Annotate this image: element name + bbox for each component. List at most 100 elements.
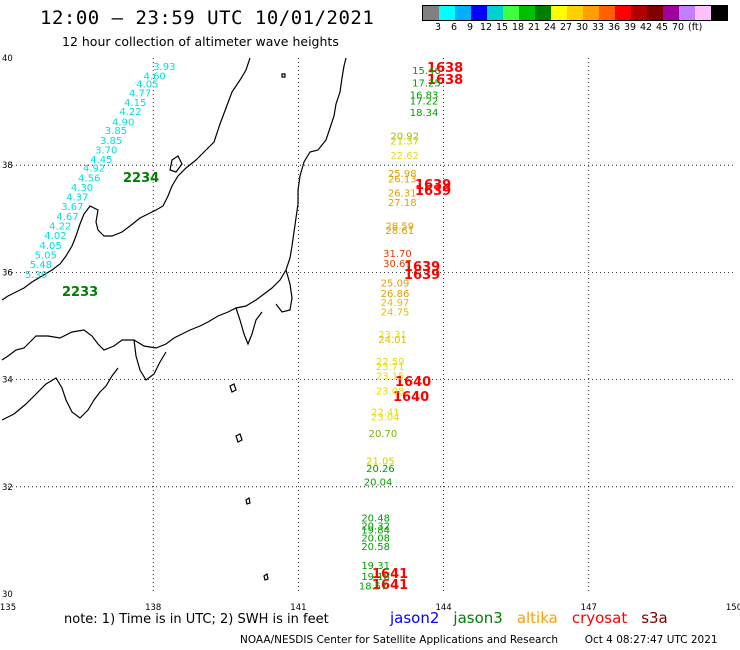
swh-label: 27.18: [388, 198, 417, 209]
color-scale-label: 15: [495, 22, 509, 33]
color-scale-label: 42: [639, 22, 653, 33]
x-tick-label: 150: [726, 603, 740, 613]
izu-island-4: [263, 573, 269, 581]
sado-island: [169, 155, 183, 173]
x-tick-label: 135: [0, 603, 16, 613]
pass-label: 1641: [372, 567, 408, 582]
small-islet-1: [281, 73, 286, 78]
color-scale: 3 6 9 12 15 18 21 24 27 30 33 36 39 42 45 70 (ft): [422, 5, 728, 39]
pass-label: 1641: [372, 578, 408, 593]
swh-label: 21.05: [366, 456, 395, 467]
swh-label: 21.37: [390, 136, 419, 147]
credit-text: NOAA/NESDIS Center for Satellite Applica…: [240, 634, 558, 646]
swh-label: 3.67: [61, 202, 83, 213]
satellite-legend-s3a: s3a: [641, 609, 668, 627]
swh-label: 20.04: [364, 478, 393, 489]
color-scale-swatch: [599, 6, 615, 20]
y-tick-label: 30: [2, 590, 13, 600]
swh-label: 18.57: [359, 582, 388, 593]
swh-label: 30.67: [383, 259, 412, 270]
swh-label: 4.56: [78, 173, 100, 184]
swh-label: 20.70: [369, 429, 398, 440]
swh-label: 3.85: [100, 136, 122, 147]
swh-label: 23.15: [376, 372, 405, 383]
swh-label: 25.09: [381, 278, 410, 289]
footer-credit: NOAA/NESDIS Center for Satellite Applica…: [240, 634, 718, 646]
swh-label: 20.58: [361, 542, 390, 553]
swh-label: 19.18: [361, 572, 390, 583]
color-scale-swatch: [567, 6, 583, 20]
swh-label: 16.83: [410, 91, 439, 102]
satellite-legend-jason3: jason3: [453, 609, 503, 627]
color-scale-swatch: [631, 6, 647, 20]
swh-label: 23.04: [371, 412, 400, 423]
pass-label: 1639: [404, 268, 440, 283]
color-scale-label: 12: [479, 22, 493, 33]
swh-label: 3.70: [95, 145, 117, 156]
swh-label: 4.22: [119, 107, 141, 118]
color-scale-unit: (ft): [688, 22, 703, 33]
pass-label: 1638: [427, 61, 463, 76]
color-scale-label: 3: [434, 22, 442, 33]
swh-label: 5.48: [30, 260, 52, 271]
color-scale-swatch: [503, 6, 519, 20]
color-scale-swatch: [647, 6, 663, 20]
swh-label: 4.90: [112, 118, 134, 129]
swh-label: 4.45: [90, 155, 112, 166]
x-tick-label: 141: [290, 603, 306, 613]
honshu-coastline: [1, 57, 347, 361]
y-tick-label: 32: [2, 483, 13, 493]
swh-label: 4.30: [71, 183, 93, 194]
color-scale-label: 45: [655, 22, 669, 33]
swh-label: 20.26: [366, 464, 395, 475]
pass-label: 1638: [427, 73, 463, 88]
boso-peninsula: [275, 269, 293, 313]
coastlines: [1, 57, 347, 581]
swh-label: 3.85: [105, 126, 127, 137]
color-scale-swatch: [679, 6, 695, 20]
color-scale-swatch: [455, 6, 471, 20]
satellite-legend-altika: altika: [516, 609, 558, 627]
pass-label: 2234: [123, 171, 159, 186]
swh-label: 4.60: [144, 71, 166, 82]
color-scale-label: 30: [575, 22, 589, 33]
color-scale-labels: 3 6 9 12 15 18 21 24 27 30 33 36 39 42 45 70 (ft): [422, 22, 728, 36]
swh-label: 20.48: [361, 514, 390, 525]
swh-label: 22.41: [371, 408, 400, 419]
swh-label: 28.59: [386, 222, 415, 233]
y-tick-label: 40: [2, 54, 13, 64]
swh-label: 4.77: [129, 89, 151, 100]
y-tick-label: 38: [2, 161, 13, 171]
swh-label: 4.67: [56, 212, 78, 223]
shikoku-coastline: [1, 367, 119, 421]
swh-label: 19.31: [361, 561, 390, 572]
swh-label: 26.86: [381, 289, 410, 300]
color-scale-label: 70: [671, 22, 685, 33]
swh-label: 5.30: [25, 270, 47, 281]
satellite-legend-jason2: jason2: [390, 609, 440, 627]
swh-label: 5.05: [35, 250, 57, 261]
pass-labels: 2234223316381638163916391639163916401640…: [62, 61, 463, 593]
color-scale-swatch: [423, 6, 439, 20]
swh-label: 20.08: [361, 533, 390, 544]
swh-label: 15.46: [412, 66, 441, 77]
header-subtitle: 12 hour collection of altimeter wave hei…: [62, 34, 339, 49]
color-scale-swatch: [519, 6, 535, 20]
swh-label: 4.05: [39, 241, 61, 252]
swh-label: 26.13: [388, 174, 417, 185]
timestamp: Oct 4 08:27:47 UTC 2021: [584, 634, 718, 646]
x-tick-label: 144: [435, 603, 451, 613]
axis-ticks: 135 138 141 144 147 150 40 38 36 34 32 30: [0, 54, 740, 613]
color-scale-label: 27: [559, 22, 573, 33]
swh-label: 20.92: [390, 131, 419, 142]
pass-label: 1639: [415, 184, 451, 199]
color-scale-swatch: [471, 6, 487, 20]
swh-label: 23.71: [376, 362, 405, 373]
color-scale-swatch: [487, 6, 503, 20]
x-tick-label: 147: [581, 603, 597, 613]
color-scale-swatch: [583, 6, 599, 20]
x-tick-label: 138: [145, 603, 161, 613]
swh-label: 4.05: [136, 79, 158, 90]
izu-island-3: [245, 497, 251, 505]
swh-label: 20.32: [361, 522, 390, 533]
